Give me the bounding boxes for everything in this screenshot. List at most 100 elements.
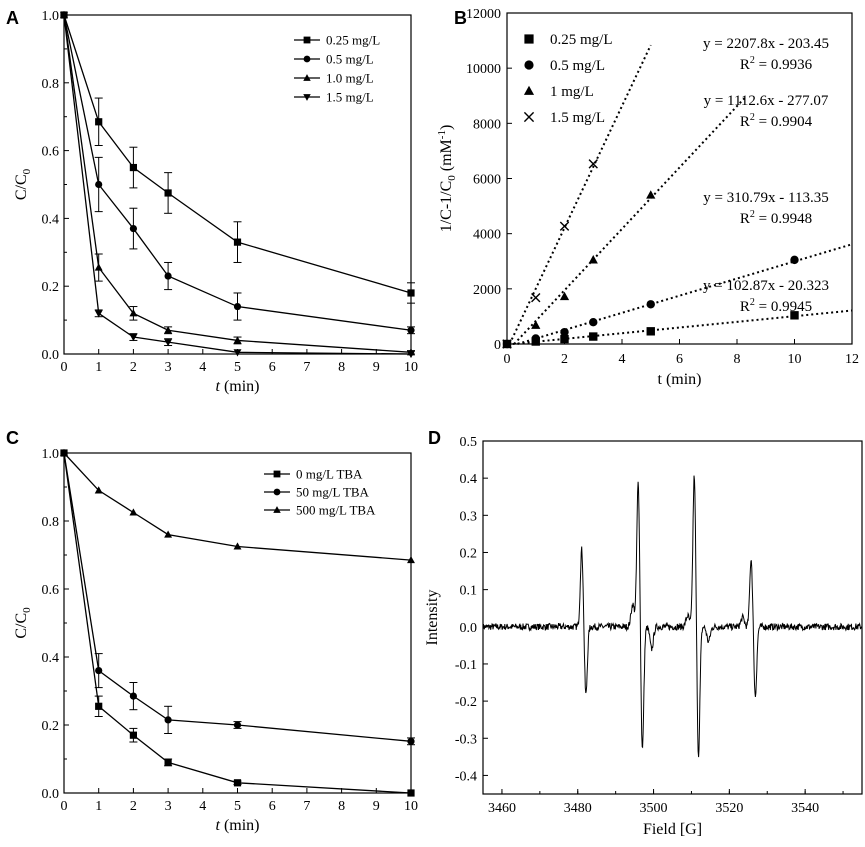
panel-b-legend-marker	[524, 60, 534, 70]
panel-d-y-tick-label: 0.0	[460, 621, 478, 636]
panel-a-legend-label: 1.0 mg/L	[326, 71, 374, 86]
panel-b-legend-label: 0.5 mg/L	[550, 58, 605, 74]
panel-b-r2-value: R2 = 0.9948	[740, 209, 812, 227]
panel-b-data-point	[589, 318, 598, 327]
panel-b-data-point	[531, 320, 541, 329]
panel-a-x-tick-label: 1	[95, 360, 102, 375]
panel-a-legend-marker	[303, 36, 311, 44]
panel-a-series-line	[63, 14, 412, 355]
panel-b-x-axis-label: t (min)	[658, 371, 702, 388]
panel-b-x-tick-label: 10	[788, 352, 802, 367]
panel-a-x-tick-label: 2	[130, 360, 137, 375]
panel-b-legend-label: 1.5 mg/L	[550, 110, 605, 126]
panel-c-data-point	[129, 692, 137, 700]
panel-b-y-tick-label: 12000	[466, 7, 501, 22]
panel-b-x-tick-label: 12	[845, 352, 859, 367]
panel-c-legend-marker	[273, 470, 281, 478]
panel-b-x-tick-label: 0	[504, 352, 511, 367]
panel-b-legend-label: 0.25 mg/L	[550, 32, 613, 48]
panel-c-x-tick-label: 0	[61, 799, 68, 814]
panel-b-r2-value: R2 = 0.9945	[740, 297, 812, 315]
panel-d-y-tick-label: -0.3	[455, 732, 477, 747]
panel-a-x-tick-label: 3	[165, 360, 172, 375]
panel-b-data-point	[588, 255, 598, 264]
panel-d-y-tick-label: 0.3	[460, 509, 478, 524]
panel-a-legend-marker	[303, 94, 311, 101]
panel-b-legend-marker	[524, 34, 534, 44]
panel-d-x-tick-label: 3520	[715, 801, 743, 816]
panel-c-series-line	[63, 452, 412, 742]
panel-a-legend-marker	[303, 74, 311, 81]
panel-b-data-point	[560, 327, 569, 337]
panel-c-data-point	[95, 667, 103, 675]
panel-a-x-axis-label: t (min)	[216, 378, 260, 395]
panel-b-fit-equation: y = 1112.6x - 277.07	[704, 93, 829, 109]
panel-a-y-tick-label: 0.0	[42, 348, 60, 363]
panel-c-y-tick-label: 0.6	[42, 583, 60, 598]
panel-b-data-point	[646, 190, 656, 199]
panel-c-data-point	[407, 789, 415, 797]
panel-c-legend-label: 50 mg/L TBA	[296, 485, 370, 500]
panel-c-x-tick-label: 4	[199, 799, 206, 814]
panel-a-data-point	[164, 272, 172, 280]
panel-b-y-tick-label: 10000	[466, 62, 501, 77]
panel-c-legend-label: 500 mg/L TBA	[296, 503, 376, 518]
panel-a-data-point	[233, 238, 242, 246]
panel-b-data-point	[790, 255, 799, 265]
panel-b-x-tick-label: 4	[619, 352, 626, 367]
panel-b-fit-equation: y = 310.79x - 113.35	[703, 190, 828, 206]
panel-a-y-tick-label: 0.6	[42, 145, 60, 160]
panel-d-y-tick-label: -0.1	[455, 658, 477, 673]
panel-a-x-tick-label: 0	[61, 360, 68, 375]
panel-label-d: D	[428, 428, 441, 448]
panel-a-legend-label: 1.5 mg/L	[326, 90, 374, 105]
panel-c-data-point	[233, 779, 242, 787]
panel-c-data-point	[164, 716, 172, 724]
panel-b-fit-line	[512, 309, 853, 345]
panel-a-data-point	[60, 11, 68, 20]
panel-a-data-point	[95, 180, 103, 189]
panel-d-y-tick-label: -0.2	[455, 695, 477, 710]
panel-a-data-point	[233, 336, 242, 344]
panel-b-y-tick-label: 4000	[473, 228, 501, 243]
panel-a-chart: 0 1 2 3 4 5 6 7 8 9 10 0.0 0.2 0.4 0.6 0.8 1.0 t (min) C/C…	[13, 9, 418, 395]
panel-a-x-tick-label: 8	[338, 360, 345, 375]
panel-label-b: B	[454, 8, 467, 28]
panel-b-data-point	[646, 327, 655, 336]
panel-c-x-tick-label: 10	[404, 799, 418, 814]
panel-a-x-tick-label: 9	[373, 360, 380, 375]
panel-b-chart: 0 2 4 6 8 10 12 0 2000 4000 6000 8000 10000 12000 t (m…	[436, 7, 859, 388]
panel-b-data-point	[531, 292, 541, 303]
panel-a-x-tick-label: 10	[404, 360, 418, 375]
panel-c-legend-label: 0 mg/L TBA	[296, 467, 363, 482]
panel-a-series-line	[63, 14, 412, 294]
panel-c-y-axis-label: C/C0	[13, 607, 33, 639]
panel-c-x-tick-label: 8	[338, 799, 345, 814]
panel-c-data-point	[164, 758, 172, 766]
panel-c-data-point	[233, 721, 242, 729]
panel-c-data-point	[407, 555, 415, 564]
panel-a-y-axis-label: C/C0	[13, 168, 33, 200]
panel-c-series-line	[63, 452, 412, 794]
panel-b-y-tick-label: 8000	[473, 117, 501, 132]
panel-a-legend-marker	[303, 55, 311, 63]
panel-a-x-tick-label: 7	[303, 360, 310, 375]
panel-b-y-tick-label: 0	[494, 338, 501, 353]
panel-a-data-point	[94, 310, 103, 318]
panel-d-y-tick-label: 0.1	[460, 584, 478, 599]
panel-b-legend-marker	[523, 111, 535, 123]
panel-c-x-axis-label: t (min)	[216, 817, 260, 834]
panel-a-data-point	[164, 326, 173, 334]
panel-d-y-tick-label: 0.2	[460, 546, 478, 561]
panel-b-data-point	[559, 291, 570, 301]
panel-a-data-point	[129, 224, 137, 233]
panel-a-data-point	[94, 263, 103, 271]
panel-d-x-axis-label: Field [G]	[643, 821, 702, 838]
panel-a-series-line	[63, 14, 412, 331]
panel-b-fit-equation: y = 102.87x - 20.323	[703, 278, 829, 294]
panel-b-legend-marker	[523, 85, 535, 95]
panel-a-series-line	[63, 14, 412, 353]
panel-c-data-point	[233, 542, 242, 550]
panel-b-data-point	[588, 159, 598, 169]
